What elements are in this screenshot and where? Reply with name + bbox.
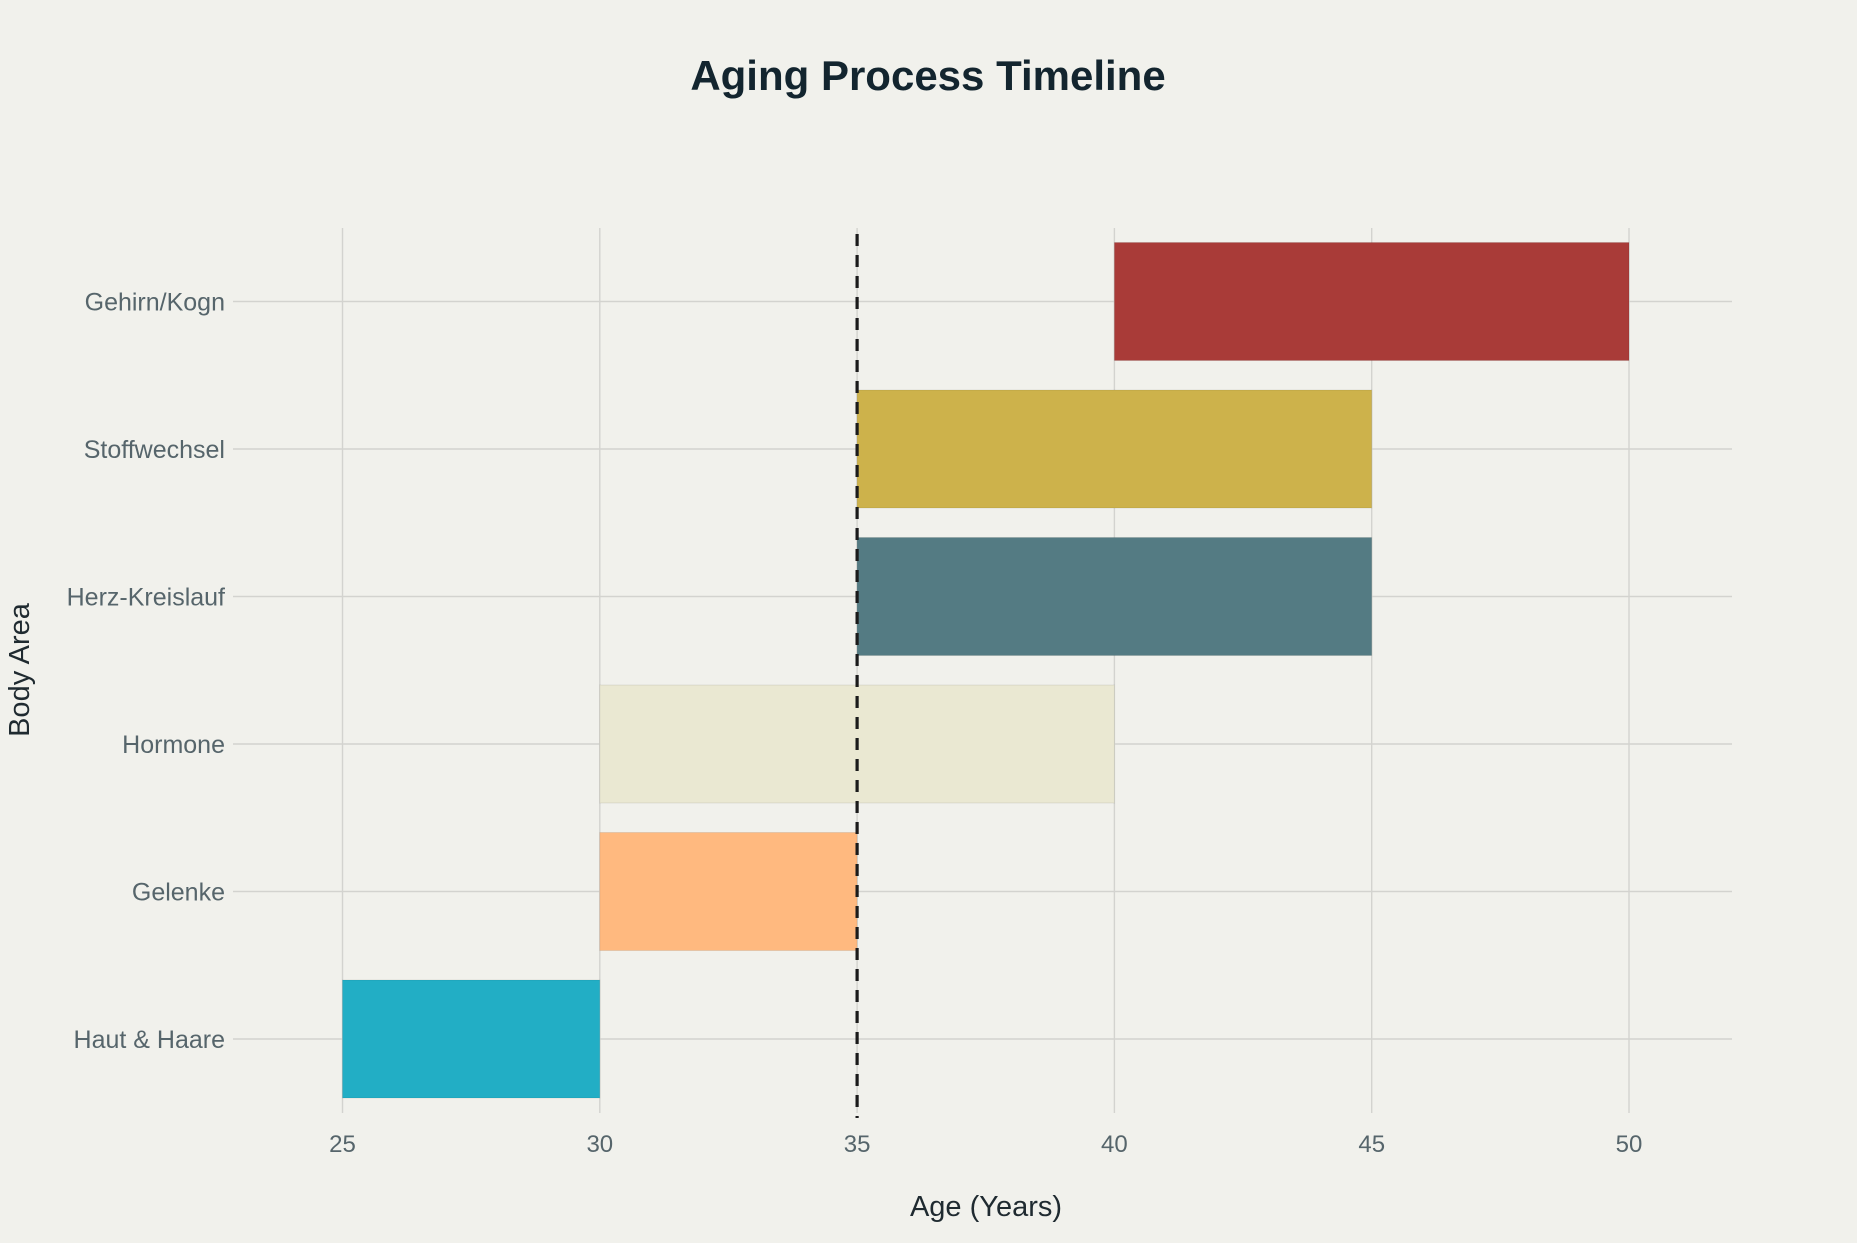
y-axis-categories: Haut & Haare Gelenke Hormone Herz-Kreislauf…: [67, 289, 225, 1055]
chart-title: Aging Process Timeline: [690, 52, 1165, 99]
bar-gehirn-kogn[interactable]: [1113, 242, 1630, 361]
x-tick-label: 30: [586, 1131, 613, 1158]
x-tick-label: 40: [1101, 1131, 1128, 1158]
bar-herz-kreislauf[interactable]: [856, 537, 1373, 656]
y-category-label: Hormone: [122, 731, 225, 759]
bars: [342, 242, 1630, 1099]
y-category-label: Stoffwechsel: [84, 436, 225, 464]
bar-stoffwechsel[interactable]: [856, 389, 1373, 509]
bar-gelenke[interactable]: [599, 832, 858, 951]
y-category-label: Haut & Haare: [74, 1026, 225, 1054]
y-axis-label: Body Area: [4, 602, 36, 737]
y-category-label: Gelenke: [132, 879, 225, 907]
bar-haut-haare[interactable]: [342, 979, 601, 1099]
x-tick-label: 35: [844, 1131, 871, 1158]
x-tick-label: 50: [1616, 1131, 1643, 1158]
y-category-label: Herz-Kreislauf: [67, 584, 225, 612]
x-tick-label: 45: [1358, 1131, 1385, 1158]
y-category-label: Gehirn/Kogn: [85, 289, 225, 317]
x-tick-label: 25: [329, 1131, 356, 1158]
x-axis-ticks: 25 30 35 40 45 50: [329, 1131, 1642, 1158]
x-axis-label: Age (Years): [910, 1191, 1062, 1223]
